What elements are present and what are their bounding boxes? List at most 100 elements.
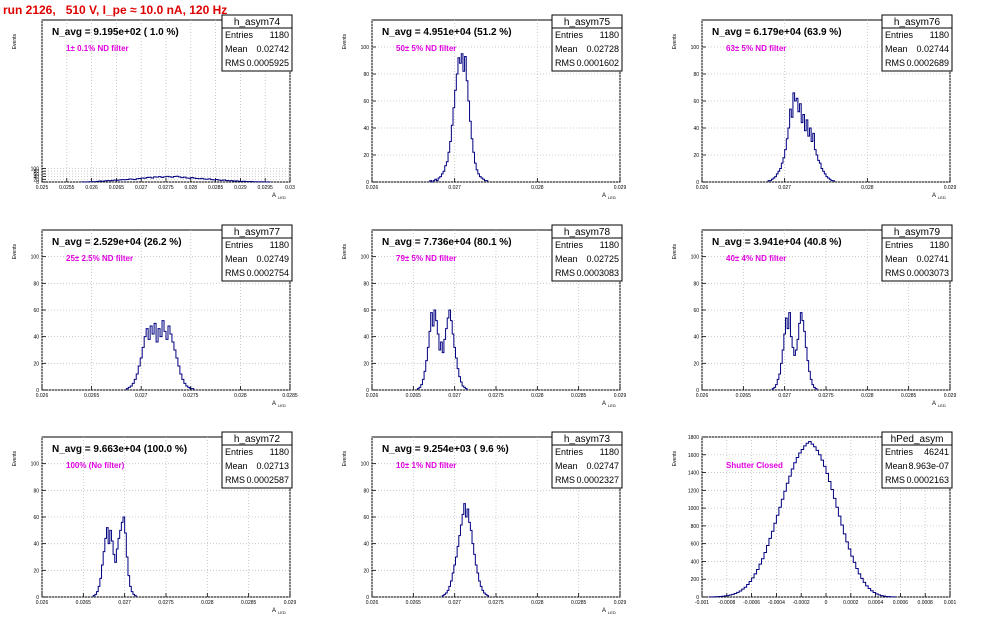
histogram-bin — [113, 554, 115, 597]
y-axis-label: Events — [12, 244, 18, 260]
histogram-bin — [131, 179, 133, 182]
y-tick-label: 600 — [691, 542, 700, 548]
y-axis-label: Events — [342, 451, 348, 467]
histogram-bin — [781, 163, 783, 182]
stats-title: h_asym72 — [234, 434, 281, 445]
histogram-bin — [762, 559, 764, 597]
histogram-bin — [105, 538, 107, 597]
y-axis-label: Events — [672, 451, 678, 467]
y-tick-label: 0 — [696, 180, 699, 186]
histogram-bin — [173, 176, 175, 182]
y-tick-label: 80 — [363, 72, 369, 78]
x-tick-label: 0.029 — [944, 393, 957, 399]
histogram-bin — [781, 363, 783, 390]
histogram-bin — [816, 155, 818, 182]
x-tick-label: 0.0275 — [183, 393, 199, 399]
histogram-bin — [446, 593, 448, 597]
histogram-bin — [792, 347, 794, 390]
histogram-bin — [804, 331, 806, 390]
histogram-bin — [445, 166, 447, 182]
x-tick-label: 0.025 — [36, 185, 49, 191]
y-tick-label: 200 — [691, 577, 700, 583]
histogram-bin — [437, 334, 439, 390]
y-tick-label: 1600 — [688, 453, 699, 459]
histogram-bin — [427, 347, 429, 390]
histogram-bin — [452, 573, 454, 597]
histogram-bin — [798, 112, 800, 182]
histogram-bin — [465, 56, 467, 182]
y-tick-label: 1400 — [688, 471, 699, 477]
x-tick-label: 0.028 — [531, 393, 544, 399]
histogram-bin — [482, 590, 484, 597]
stats-title: h_asym76 — [894, 17, 941, 28]
histogram-bin — [116, 549, 118, 597]
histogram-panel-h_asym78: 0 20 40 60 80 100 0.026 0.0265 0.027 0.0275 0.028 0… — [342, 224, 626, 408]
histogram-bin — [233, 181, 235, 182]
histogram-bin — [156, 177, 158, 182]
y-tick-label: 0 — [36, 388, 39, 394]
histogram-panel-h_asym72: 0 20 40 60 80 100 0.026 0.0265 0.027 0.0275 0.028 0… — [12, 431, 296, 615]
x-axis-label: A — [602, 608, 606, 614]
x-tick-label: 0.03 — [285, 185, 295, 191]
histogram-bin — [749, 581, 751, 597]
histogram-bin — [815, 389, 817, 390]
histogram-bin — [453, 108, 455, 182]
histogram-bin — [180, 374, 182, 390]
x-tick-label: 0.0265 — [406, 600, 422, 606]
histogram-bin — [816, 450, 818, 597]
histogram-bin — [766, 545, 768, 597]
histogram-bin — [790, 109, 792, 182]
histogram-bin — [442, 596, 444, 597]
stats-value: 0.0002754 — [246, 268, 289, 278]
y-tick-label: 0 — [696, 388, 699, 394]
histogram-bin — [734, 593, 736, 597]
histogram-bin — [831, 181, 833, 182]
histogram-bin — [779, 507, 781, 597]
histogram-bin — [776, 174, 778, 182]
stats-value: 0.02749 — [256, 254, 289, 264]
x-tick-label: 0.027 — [778, 185, 791, 191]
x-axis-label-subscript: LED — [278, 195, 286, 200]
histogram-bin — [828, 178, 830, 182]
histogram-bin — [764, 553, 766, 597]
histogram-bin — [196, 178, 198, 182]
x-tick-label: 0.0002 — [843, 600, 859, 606]
histogram-bin — [164, 177, 166, 182]
stats-box — [221, 431, 293, 489]
histogram-bin — [478, 174, 480, 182]
histogram-bin — [791, 117, 793, 182]
histogram-bin — [444, 594, 446, 597]
histogram-bin — [436, 181, 438, 182]
histogram-bin — [851, 556, 853, 597]
stats-box — [881, 431, 953, 489]
y-tick-label: 20 — [33, 361, 39, 367]
histogram-bin — [139, 178, 141, 182]
histogram-bin — [131, 592, 133, 597]
x-axis-label-subscript: LED — [938, 195, 946, 200]
histogram-bin — [794, 355, 796, 390]
y-tick-label: 60 — [363, 308, 369, 314]
histogram-bin — [466, 81, 468, 182]
x-axis-label: A — [932, 193, 936, 199]
stats-box — [221, 14, 293, 72]
histogram-bin — [436, 321, 438, 390]
stats-label: RMS — [225, 268, 245, 278]
x-axis-label-subscript: LED — [608, 610, 616, 615]
histogram-bin — [421, 385, 423, 390]
histogram-bin — [771, 179, 773, 182]
histogram-bin — [93, 596, 95, 597]
x-tick-label: 0.027 — [448, 185, 461, 191]
stats-value: 0.02725 — [586, 254, 619, 264]
histogram-bin — [132, 383, 134, 390]
histogram-bin — [457, 546, 459, 597]
histogram-bin — [484, 181, 486, 182]
histogram-bin — [235, 181, 237, 182]
histogram-bin — [843, 534, 845, 597]
stats-title: h_asym77 — [234, 227, 281, 238]
histogram-bin — [785, 318, 787, 390]
histogram-bin — [433, 181, 435, 182]
histogram-bin — [432, 326, 434, 390]
histogram-bin — [757, 569, 759, 597]
stats-label: Entries — [225, 30, 254, 40]
filter-note: Shutter Closed — [726, 461, 783, 470]
